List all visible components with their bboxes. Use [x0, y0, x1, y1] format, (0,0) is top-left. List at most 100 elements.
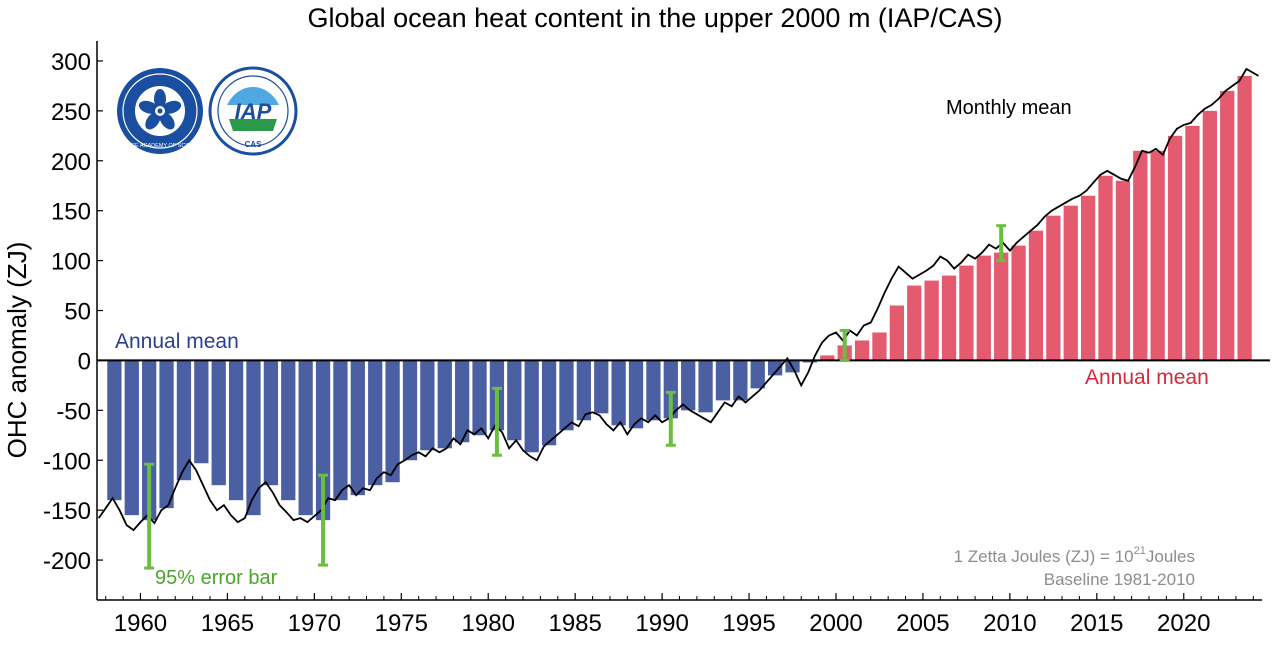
annual-bar-1981 — [507, 360, 522, 441]
annual-bar-2020 — [1185, 125, 1200, 361]
x-tick-label: 2005 — [896, 610, 949, 637]
ticks-layer: -200 -150 -100 -50 0 50 100 150 200 250 300 1960 196… — [43, 49, 1254, 637]
bars-layer — [107, 75, 1252, 521]
x-tick-label: 1980 — [462, 610, 515, 637]
unit-note-prefix: 1 Zetta Joules (ZJ) = 10 — [954, 547, 1134, 566]
error-bar-6 — [996, 224, 1007, 263]
annual-bar-1965 — [228, 360, 244, 501]
annual-bar-1962 — [176, 360, 192, 481]
y-tick-label: -100 — [43, 448, 91, 475]
error-bars-layer — [144, 224, 1007, 570]
annual-bar-1984 — [559, 360, 574, 431]
y-tick-label: 300 — [51, 49, 91, 76]
annual-bar-2010 — [1011, 245, 1026, 361]
annual-bar-1985 — [576, 360, 591, 421]
annual-bar-1983 — [541, 360, 557, 446]
x-tick-label: 2015 — [1070, 610, 1123, 637]
annual-bar-1979 — [472, 360, 487, 436]
annual-bar-2012 — [1046, 215, 1061, 361]
annual-bar-1987 — [611, 360, 626, 426]
cas-logo-text: CHINESE ACADEMY OF SCIENCES — [114, 143, 206, 149]
annual-bar-2002 — [872, 332, 887, 361]
annual-bar-2009 — [994, 252, 1009, 361]
annual-bar-1973 — [368, 360, 383, 486]
annual-bar-1990 — [663, 360, 678, 419]
x-tick-label: 2010 — [983, 610, 1036, 637]
annual-bar-1963 — [194, 360, 209, 464]
baseline-note: Baseline 1981-2010 — [1044, 570, 1195, 589]
annual-bar-1994 — [733, 360, 748, 401]
error-bar-5 — [839, 328, 850, 362]
iap-logo-subtext: CAS — [245, 140, 263, 149]
y-tick-label: 200 — [51, 149, 91, 176]
annual-bar-1964 — [211, 360, 226, 486]
annual-bar-2003 — [889, 305, 904, 361]
annual-bar-1986 — [594, 360, 609, 414]
annual-mean-negative-label: Annual mean — [115, 330, 239, 353]
annual-bar-1972 — [350, 360, 365, 496]
error-bar-label: 95% error bar — [155, 567, 278, 589]
annual-mean-positive-label: Annual mean — [1085, 366, 1209, 389]
annual-bar-1958 — [107, 360, 122, 501]
annual-bar-1989 — [646, 360, 661, 421]
unit-note: 1 Zetta Joules (ZJ) = 1021Joules — [954, 545, 1195, 566]
annual-bar-2015 — [1098, 175, 1113, 361]
annual-bar-2011 — [1028, 230, 1044, 361]
y-tick-label: 100 — [51, 249, 91, 276]
monthly-mean-label: Monthly mean — [946, 97, 1072, 119]
y-tick-label: 250 — [51, 99, 91, 126]
annual-bar-1959 — [124, 360, 139, 516]
error-bar-1 — [144, 462, 155, 570]
annual-bar-2016 — [1115, 180, 1131, 361]
y-tick-label: 150 — [51, 199, 91, 226]
annual-bar-1970 — [315, 360, 331, 521]
annual-bar-2017 — [1133, 150, 1148, 361]
x-tick-label: 1975 — [375, 610, 428, 637]
annual-bar-1960 — [142, 360, 157, 521]
x-tick-label: 1995 — [722, 610, 775, 637]
annual-bar-2004 — [907, 285, 922, 361]
x-tick-label: 2020 — [1157, 610, 1210, 637]
annual-bar-1961 — [159, 360, 174, 509]
annual-bar-1976 — [420, 360, 435, 451]
annual-bar-1993 — [715, 360, 731, 401]
annual-bar-1988 — [628, 360, 644, 429]
annual-bar-2019 — [1167, 135, 1183, 361]
x-tick-label: 2000 — [809, 610, 862, 637]
annual-bar-2014 — [1080, 195, 1096, 361]
error-bar-4 — [665, 390, 676, 447]
error-bar-3 — [491, 386, 502, 457]
unit-note-exponent: 21 — [1134, 545, 1146, 557]
annual-bar-1999 — [820, 355, 835, 361]
annual-bar-1975 — [402, 360, 418, 461]
error-bar-2 — [318, 473, 329, 567]
annual-bar-2001 — [854, 340, 870, 361]
monthly-mean-line — [97, 67, 1259, 532]
annual-bar-1968 — [281, 360, 296, 501]
annual-bar-1967 — [263, 360, 279, 486]
annual-bar-2023 — [1237, 75, 1252, 361]
annual-bar-2022 — [1220, 90, 1235, 361]
chart-title: Global ocean heat content in the upper 2… — [308, 3, 1003, 33]
annual-bar-2006 — [941, 275, 957, 361]
annual-bar-2013 — [1063, 205, 1078, 361]
annual-bar-1969 — [298, 360, 313, 516]
y-tick-label: 50 — [64, 299, 91, 326]
annual-bar-1974 — [385, 360, 400, 483]
iap-logo: IAP CAS — [208, 66, 298, 156]
annual-bar-2018 — [1150, 150, 1165, 361]
annual-bar-1982 — [524, 360, 539, 453]
y-tick-label: -50 — [56, 398, 91, 425]
y-tick-label: -150 — [43, 498, 91, 525]
annual-bar-1991 — [681, 360, 696, 411]
iap-logo-text: IAP — [235, 99, 272, 124]
y-axis-label: OHC anomaly (ZJ) — [2, 242, 32, 459]
unit-note-suffix: Joules — [1146, 547, 1195, 566]
x-tick-label: 1960 — [114, 610, 167, 637]
annual-bar-1995 — [750, 360, 765, 389]
y-tick-label: -200 — [43, 548, 91, 575]
annual-bar-1996 — [768, 360, 783, 376]
x-tick-label: 1985 — [548, 610, 601, 637]
